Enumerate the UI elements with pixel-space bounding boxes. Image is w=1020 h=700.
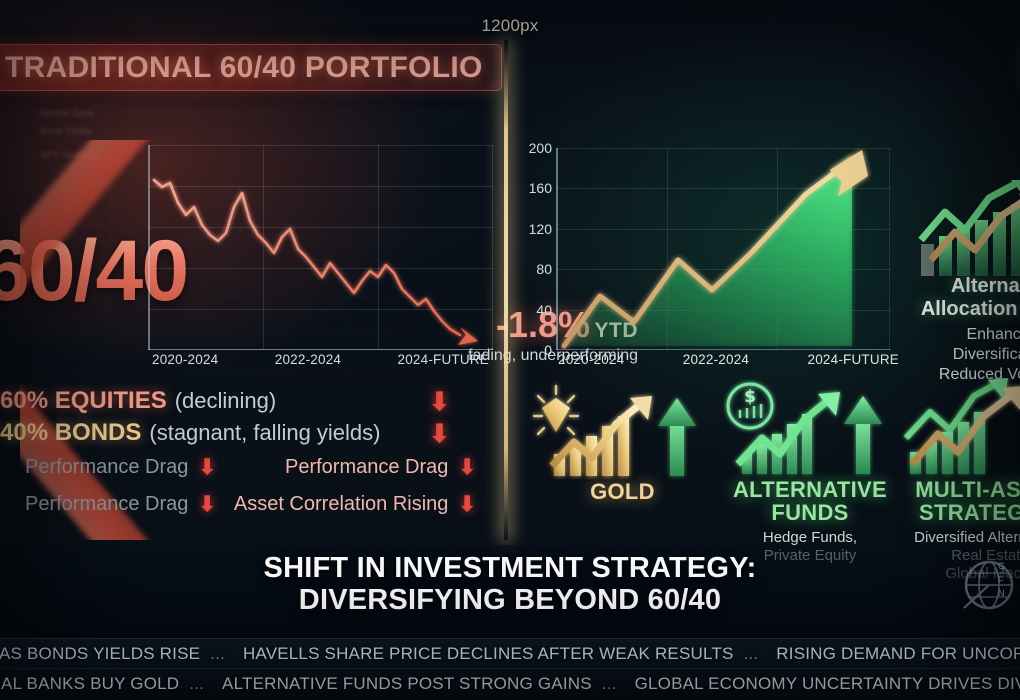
bullet-equities: 60% EQUITIES (declining) ⬇ (0, 385, 498, 417)
bullet-equities-key: 60% EQUITIES (0, 387, 167, 414)
rising-line-series (561, 150, 868, 349)
channel-logo-icon (963, 560, 1014, 610)
drag-item: Performance Drag ⬇ (0, 492, 230, 517)
drag-item-label: Performance Drag (24, 493, 189, 515)
left-panel-header: TRADITIONAL 60/40 PORTFOLIO (0, 44, 502, 91)
drag-item-label: Performance Drag (284, 456, 449, 478)
y-tick-label: 0 (544, 342, 552, 358)
ticker-item: L AS BONDS YIELDS RISE (0, 643, 201, 663)
drag-item: Performance Drag ⬇ (0, 455, 230, 480)
y-tick-label: 40 (536, 301, 552, 318)
x-tick-label: 2024-FUTURE (397, 352, 489, 367)
card-alternative-funds[interactable]: $ ALTERNATIVE FUNDS Hedge Funds, Private… (720, 378, 900, 565)
x-tick-label: 2020-2024 (558, 352, 625, 367)
ticker-dots: ... (601, 673, 617, 693)
headline-line-2: DIVERSIFYING BEYOND 60/40 (298, 584, 722, 617)
news-ticker-row-2: TRAL BANKS BUY GOLD ... ALTERNATIVE FUND… (0, 668, 1020, 698)
y-tick-label: 200 (528, 140, 552, 156)
declining-line-series (152, 178, 478, 345)
chart-y-axis (556, 148, 558, 350)
gem-bar-chart-icon (532, 384, 696, 476)
card-alt-title: ALTERNATIVE FUNDS (732, 477, 888, 526)
x-tick-label: 2022-2024 (682, 352, 750, 367)
panel-divider (504, 40, 508, 540)
bullet-bonds-note: (stagnant, falling yields) (149, 420, 381, 445)
alloc-title-line2: Allocation Rising (920, 298, 1020, 320)
ticker-item: HAVELLS SHARE PRICE DECLINES AFTER WEAK … (242, 643, 734, 663)
ticker-item: RISING DEMAND FOR UNCORRELATED A (776, 643, 1020, 663)
down-arrow-icon: ⬇ (198, 493, 216, 516)
width-label: 1200px (481, 16, 539, 35)
card-gold[interactable]: GOLD (530, 380, 715, 503)
headline-line-1: SHIFT IN INVESTMENT STRATEGY: (263, 552, 757, 584)
alloc-title-line1: Alternative (950, 275, 1020, 297)
x-tick-label: 2020-2024 (152, 352, 219, 367)
dual-arrow-chart-icon (903, 378, 1020, 474)
chart-gridlines (148, 145, 493, 350)
channel-logo-text: G F N (998, 561, 1006, 598)
card-gold-title: GOLD (590, 479, 655, 504)
chart-x-axis (148, 348, 493, 350)
ticker-item: ALTERNATIVE FUNDS POST STRONG GAINS (222, 673, 592, 693)
ticker-item: GLOBAL ECONOMY UNCERTAINTY DRIVES DIVERS… (634, 673, 1020, 693)
chart-x-axis (556, 348, 891, 350)
bullet-bonds: 40% BONDS (stagnant, falling yields) ⬇ (0, 417, 498, 449)
alternative-allocation-block: Alternative Allocation Rising Enhanced D… (920, 275, 1020, 385)
dual-arrow-chart-icon (918, 180, 1020, 276)
ticker-dots: ... (210, 643, 225, 663)
alloc-sub-line1: Enhanced Diversification (952, 326, 1020, 363)
drag-item: Performance Drag ⬇ (230, 455, 490, 480)
right-chart-x-ticks: 2020-2024 2022-2024 2024-FUTURE (556, 352, 901, 367)
ticker-dots: ... (189, 673, 205, 693)
headline-band (0, 545, 1020, 638)
left-bullet-list: 60% EQUITIES (declining) ⬇ 40% BONDS (st… (0, 385, 498, 449)
bullet-bonds-key: 40% BONDS (0, 419, 142, 446)
y-tick-label: 120 (528, 220, 552, 237)
down-arrow-icon: ⬇ (429, 388, 450, 416)
traditional-portfolio-chart: -1.8% YTD fading, underperforming (148, 145, 638, 364)
ticker-dots: ... (743, 643, 759, 663)
down-arrow-icon: ⬇ (458, 493, 476, 516)
left-panel-traditional: TRADITIONAL 60/40 PORTFOLIO 60/40 (0, 0, 638, 545)
down-arrow-icon: ⬇ (458, 456, 476, 479)
rising-alternatives-chart: +8.4% YTD RISING, OUTPERFORMING (556, 148, 891, 350)
left-chart-x-ticks: 2020-2024 2022-2024 2024-FUTURE (148, 352, 493, 367)
alloc-sub-line2: Reduced Volatility (938, 366, 1020, 383)
news-ticker-row-1: L AS BONDS YIELDS RISE ... HAVELLS SHARE… (0, 638, 1020, 668)
y-tick-label: 160 (528, 180, 552, 197)
ticker-item: TRAL BANKS BUY GOLD (0, 673, 180, 693)
down-arrow-icon: ⬇ (198, 456, 216, 479)
card-multi-title: MULTI-ASSET STRATEGIES (915, 477, 1020, 526)
dollar-circle-chart-icon: $ (726, 382, 882, 474)
drag-item-label: Performance Drag (24, 456, 189, 478)
drag-item: Asset Correlation Rising ⬇ (230, 492, 490, 517)
x-tick-label: 2022-2024 (274, 352, 342, 367)
down-arrow-icon: ⬇ (429, 420, 450, 448)
drag-item-label: Asset Correlation Rising (233, 493, 449, 515)
bullet-equities-note: (declining) (174, 388, 277, 413)
y-tick-label: 80 (536, 261, 552, 278)
bottom-headline: SHIFT IN INVESTMENT STRATEGY: DIVERSIFYI… (0, 552, 1020, 617)
x-tick-label: 2024-FUTURE (807, 352, 899, 367)
chart-area-fill (564, 156, 852, 346)
right-chart-y-axis-labels: 0 40 80 120 160 200 (524, 140, 552, 358)
left-ytd-subtitle: fading, underperforming (468, 347, 638, 364)
performance-drag-grid: Performance Drag ⬇ Performance Drag ⬇ Pe… (0, 455, 490, 517)
svg-text:$: $ (744, 387, 756, 407)
